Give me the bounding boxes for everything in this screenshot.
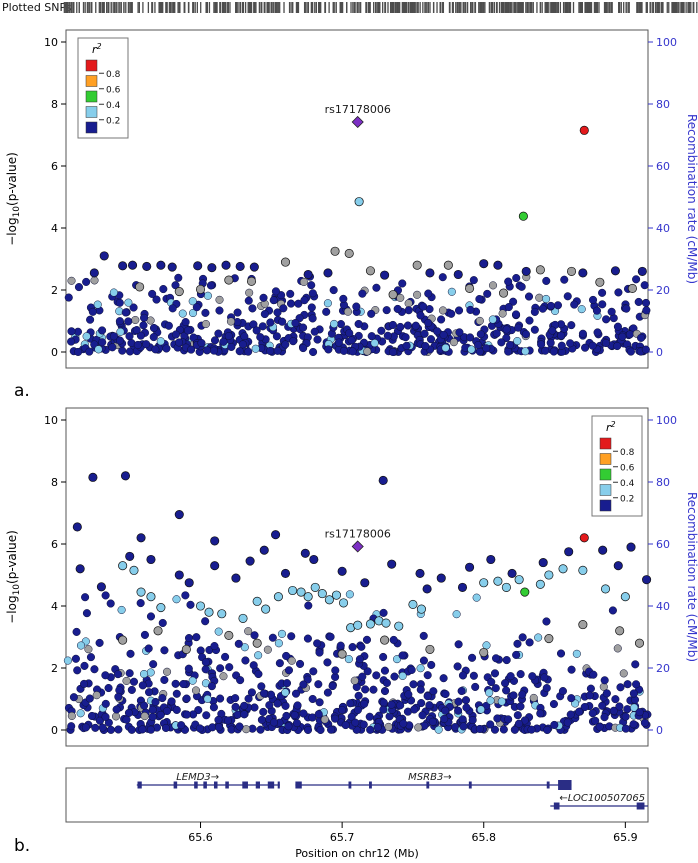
- r2-legend-label: 0.8: [106, 70, 121, 80]
- plotted-snps-label: Plotted SNPs: [2, 1, 72, 14]
- r2-legend-label: 0.6: [106, 85, 121, 95]
- r2-legend-swatch: [599, 468, 612, 481]
- snp-rug-track: [63, 2, 698, 13]
- gene-label: MSRB3→: [408, 772, 452, 783]
- svg-text:2: 2: [51, 284, 58, 297]
- svg-text:4: 4: [51, 222, 58, 235]
- svg-text:100: 100: [656, 414, 677, 427]
- y-axis-label: −log10(p-value): [5, 530, 22, 624]
- r2-legend-label: 0.6: [620, 463, 635, 473]
- svg-text:100: 100: [656, 36, 677, 49]
- x-tick-label: 65.8: [471, 831, 496, 844]
- svg-text:40: 40: [656, 222, 670, 235]
- svg-text:10: 10: [44, 36, 58, 49]
- svg-text:60: 60: [656, 160, 670, 173]
- svg-text:4: 4: [51, 600, 58, 613]
- r2-legend-swatch: [85, 121, 98, 134]
- r2-legend-label: 0.2: [106, 116, 120, 126]
- panel-b-letter: b.: [14, 836, 30, 856]
- lead-snp-marker: [351, 540, 364, 553]
- r2-legend: r2 0.8 0.6 0.4 0.2: [591, 415, 643, 517]
- svg-text:40: 40: [656, 600, 670, 613]
- r2-legend-swatch: [85, 59, 98, 72]
- svg-text:0: 0: [656, 724, 663, 737]
- x-axis: 65.6 65.7 65.8 65.9 Position on chr12 (Mb): [188, 822, 638, 860]
- gene-label: ←LOC100507065: [559, 793, 645, 804]
- r2-legend: r2 0.8 0.6 0.4 0.2: [77, 37, 129, 139]
- r2-legend-swatch: [85, 90, 98, 103]
- lead-snp-label: rs17178006: [325, 527, 391, 540]
- r2-legend-swatch: [599, 437, 612, 450]
- svg-text:2: 2: [51, 662, 58, 675]
- x-tick-label: 65.7: [330, 831, 355, 844]
- x-tick-label: 65.9: [613, 831, 638, 844]
- r2-legend-title: r2: [606, 420, 616, 434]
- recombination-axis-label: Recombination rate (cM/Mb): [685, 492, 698, 662]
- r2-legend-label: 0.4: [106, 101, 121, 111]
- y-axis-label: −log10(p-value): [5, 152, 22, 246]
- svg-text:0: 0: [656, 346, 663, 359]
- r2-legend-label: 0.2: [620, 494, 634, 504]
- svg-text:10: 10: [44, 414, 58, 427]
- r2-legend-swatch: [599, 499, 612, 512]
- svg-text:0: 0: [51, 346, 58, 359]
- r2-legend-swatch: [85, 106, 98, 118]
- r2-legend-title: r2: [92, 42, 102, 56]
- svg-text:6: 6: [51, 538, 58, 551]
- svg-text:8: 8: [51, 98, 58, 111]
- lead-snp-label: rs17178006: [325, 103, 391, 116]
- x-tick-label: 65.6: [188, 831, 213, 844]
- r2-legend-swatch: [599, 484, 612, 496]
- snp-points: [89, 125, 647, 300]
- background-snp-points: [63, 590, 652, 735]
- gene-loc100507065: ←LOC100507065: [550, 793, 648, 810]
- gene-lemd3: LEMD3→: [136, 772, 280, 789]
- background-snp-points: [64, 272, 651, 357]
- x-axis-label: Position on chr12 (Mb): [295, 847, 419, 860]
- snp-points: [72, 471, 652, 659]
- svg-text:20: 20: [656, 662, 670, 675]
- lead-snp-marker: [351, 115, 364, 129]
- svg-text:6: 6: [51, 160, 58, 173]
- svg-text:80: 80: [656, 476, 670, 489]
- svg-text:60: 60: [656, 538, 670, 551]
- recombination-axis-label: Recombination rate (cM/Mb): [685, 114, 698, 284]
- svg-text:80: 80: [656, 98, 670, 111]
- r2-legend-swatch: [599, 453, 612, 465]
- gene-track: LEMD3→ MSRB3→ ←LOC100507065: [65, 767, 649, 823]
- svg-text:20: 20: [656, 284, 670, 297]
- r2-legend-label: 0.4: [620, 479, 635, 489]
- r2-legend-swatch: [85, 75, 98, 87]
- gene-label: LEMD3→: [176, 772, 219, 783]
- gene-msrb3: MSRB3→: [295, 772, 572, 790]
- svg-text:8: 8: [51, 476, 58, 489]
- svg-text:0: 0: [51, 724, 58, 737]
- r2-legend-label: 0.8: [620, 448, 635, 458]
- panel-a-letter: a.: [14, 381, 30, 401]
